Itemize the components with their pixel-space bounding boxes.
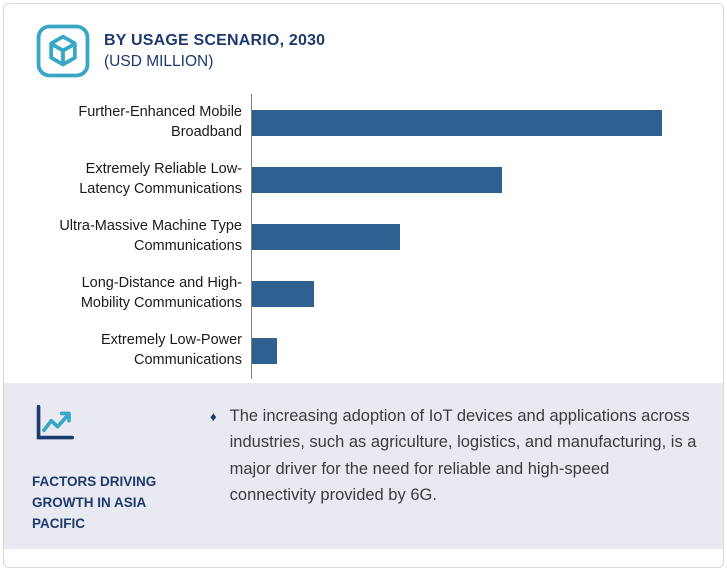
category-label: Extremely Low-Power Communications <box>100 332 242 368</box>
factors-bullet-item: ♦ The increasing adoption of IoT devices… <box>210 403 697 549</box>
category-label: Extremely Reliable Low- Latency Communica… <box>79 161 242 197</box>
bar <box>252 109 662 136</box>
chart-title-block: BY USAGE SCENARIO, 2030 (USD MILLION) <box>104 32 325 71</box>
chart-row: Long-Distance and High- Mobility Communic… <box>14 265 723 322</box>
plot-area-row <box>251 322 723 379</box>
line-chart-icon <box>32 403 76 443</box>
plot-area-row <box>251 151 723 208</box>
factors-heading: FACTORS DRIVING GROWTH IN ASIA PACIFIC <box>32 474 157 531</box>
plot-area-row <box>251 265 723 322</box>
plot-area-row <box>251 208 723 265</box>
factors-panel: FACTORS DRIVING GROWTH IN ASIA PACIFIC ♦… <box>4 383 723 549</box>
plot-area-row <box>251 94 723 151</box>
category-label: Ultra-Massive Machine Type Communications <box>59 218 242 254</box>
hexagon-cube-icon <box>36 24 90 78</box>
factors-bullet-text: The increasing adoption of IoT devices a… <box>229 407 697 505</box>
chart-row: Extremely Low-Power Communications <box>14 322 723 379</box>
diamond-bullet-icon: ♦ <box>210 409 217 424</box>
chart-row: Ultra-Massive Machine Type Communications <box>14 208 723 265</box>
chart-row: Further-Enhanced Mobile Broadband <box>14 94 723 151</box>
bar <box>252 337 277 364</box>
factors-left-column: FACTORS DRIVING GROWTH IN ASIA PACIFIC <box>32 403 210 549</box>
chart-row: Extremely Reliable Low- Latency Communica… <box>14 151 723 208</box>
category-label: Long-Distance and High- Mobility Communic… <box>80 275 242 311</box>
bar <box>252 223 400 250</box>
category-label: Further-Enhanced Mobile Broadband <box>78 104 242 140</box>
bar <box>252 166 502 193</box>
bar-chart: Further-Enhanced Mobile Broadband Extremel… <box>4 94 723 379</box>
chart-subtitle: (USD MILLION) <box>104 52 214 70</box>
chart-title: BY USAGE SCENARIO, 2030 <box>104 31 326 49</box>
infographic-card: BY USAGE SCENARIO, 2030 (USD MILLION) Fu… <box>3 3 724 568</box>
chart-header: BY USAGE SCENARIO, 2030 (USD MILLION) <box>4 4 723 78</box>
bar <box>252 280 314 307</box>
